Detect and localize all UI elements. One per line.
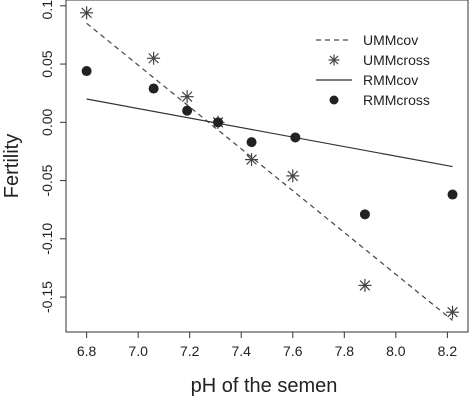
y-tick-label: -0.15 — [39, 281, 55, 313]
y-tick-label: 0.05 — [39, 50, 55, 77]
legend-ummcross-swatch — [328, 54, 340, 66]
y-axis-title: Fertility — [1, 134, 23, 198]
x-axis-title: pH of the semen — [191, 375, 338, 397]
rmmcov-line — [86, 98, 453, 168]
rmmcross-point — [213, 117, 224, 128]
x-tick-label: 8.0 — [386, 343, 406, 359]
rmmcross-point — [359, 209, 370, 220]
ummcross-point — [80, 6, 94, 20]
legend: UMMcov UMMcross RMMcov RMMcross — [316, 32, 430, 108]
legend-rmmcross-label: RMMcross — [363, 92, 430, 108]
rmmcross-point — [447, 189, 458, 200]
x-tick-label: 6.8 — [77, 343, 97, 359]
ummcross-point — [446, 305, 460, 319]
y-axis: 0.10 0.05 0.00 -0.05 -0.10 -0.15 — [39, 0, 66, 313]
y-tick-label: 0.00 — [39, 108, 55, 135]
x-axis: 6.8 7.0 7.2 7.4 7.6 7.8 8.0 8.2 — [77, 332, 457, 359]
y-tick-label: -0.10 — [39, 223, 55, 255]
rmmcross-point — [148, 83, 159, 94]
ummcross-point — [180, 90, 194, 104]
legend-ummcross-label: UMMcross — [363, 52, 430, 68]
x-tick-label: 7.0 — [128, 343, 148, 359]
legend-rmmcov-label: RMMcov — [363, 72, 418, 88]
ummcross-point — [245, 153, 259, 167]
x-tick-label: 8.2 — [438, 343, 458, 359]
ummcross-point — [147, 51, 161, 65]
plot-frame — [65, 0, 469, 333]
x-tick-label: 7.4 — [231, 343, 251, 359]
legend-rmmcross-swatch — [329, 95, 339, 105]
y-tick-label: -0.05 — [39, 164, 55, 196]
rmmcross-point — [81, 66, 92, 77]
x-tick-label: 7.6 — [283, 343, 303, 359]
rmmcross-point — [182, 105, 193, 116]
rmmcross-point — [246, 137, 257, 148]
ummcross-point — [286, 169, 300, 183]
ummcross-point — [358, 278, 372, 292]
rmmcross-point — [290, 132, 301, 143]
x-tick-label: 7.8 — [335, 343, 355, 359]
ummcov-line — [86, 22, 453, 321]
y-tick-label: 0.10 — [39, 0, 55, 19]
x-tick-label: 7.2 — [180, 343, 200, 359]
series-layer — [80, 6, 460, 321]
legend-ummcov-label: UMMcov — [363, 32, 418, 48]
